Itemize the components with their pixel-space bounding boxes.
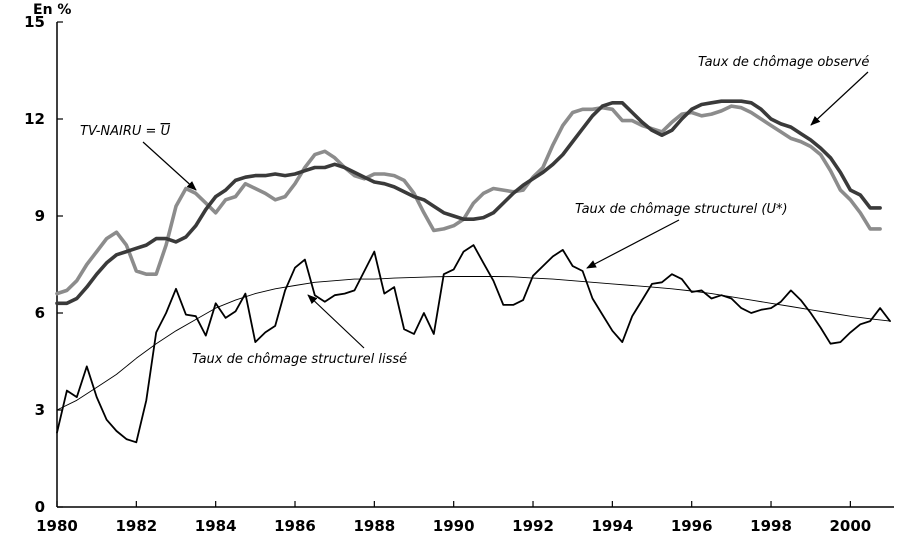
y-tick-label: 0	[35, 498, 45, 516]
annotation-nairu-symbol: U	[161, 124, 171, 139]
series-line-structural	[56, 244, 891, 444]
y-tick-label: 12	[24, 110, 45, 128]
series-layer	[55, 99, 891, 444]
x-tick-label: 1986	[274, 517, 316, 535]
arrow-observed	[810, 71, 869, 126]
x-tick-label: 1982	[115, 517, 157, 535]
x-tick-label: 2000	[829, 517, 871, 535]
annotation-structural: Taux de chômage structurel (U*)	[575, 202, 788, 217]
series-line-nairu	[55, 99, 882, 306]
y-ticks: 0 3 6 9 12 15	[24, 13, 63, 516]
series-line-smoothed	[56, 276, 891, 411]
x-tick-label: 1994	[591, 517, 633, 535]
x-ticks: 1980 1982 1984 1986 1988 1990 1992 1994 1996 1998…	[36, 501, 871, 535]
arrow-smoothed	[307, 294, 365, 349]
x-tick-label: 1992	[512, 517, 554, 535]
annotation-observed: Taux de chômage observé	[698, 55, 869, 70]
y-tick-label: 15	[24, 13, 45, 31]
annotation-smoothed: Taux de chômage structurel lissé	[192, 352, 407, 367]
y-tick-label: 6	[35, 304, 45, 322]
x-tick-label: 1996	[671, 517, 713, 535]
x-tick-label: 1980	[36, 517, 78, 535]
arrow-nairu	[142, 141, 197, 191]
series-line-observed	[55, 104, 882, 296]
unit-label: En %	[33, 2, 71, 18]
annotation-nairu-prefix: TV-NAIRU =	[80, 124, 161, 139]
y-tick-label: 3	[35, 401, 45, 419]
x-tick-label: 1984	[195, 517, 237, 535]
arrow-structural	[586, 219, 680, 269]
y-tick-label: 9	[35, 207, 45, 225]
x-tick-label: 1988	[353, 517, 395, 535]
annotation-nairu: TV-NAIRU = U	[80, 124, 171, 139]
x-tick-label: 1990	[433, 517, 475, 535]
x-tick-label: 1998	[750, 517, 792, 535]
